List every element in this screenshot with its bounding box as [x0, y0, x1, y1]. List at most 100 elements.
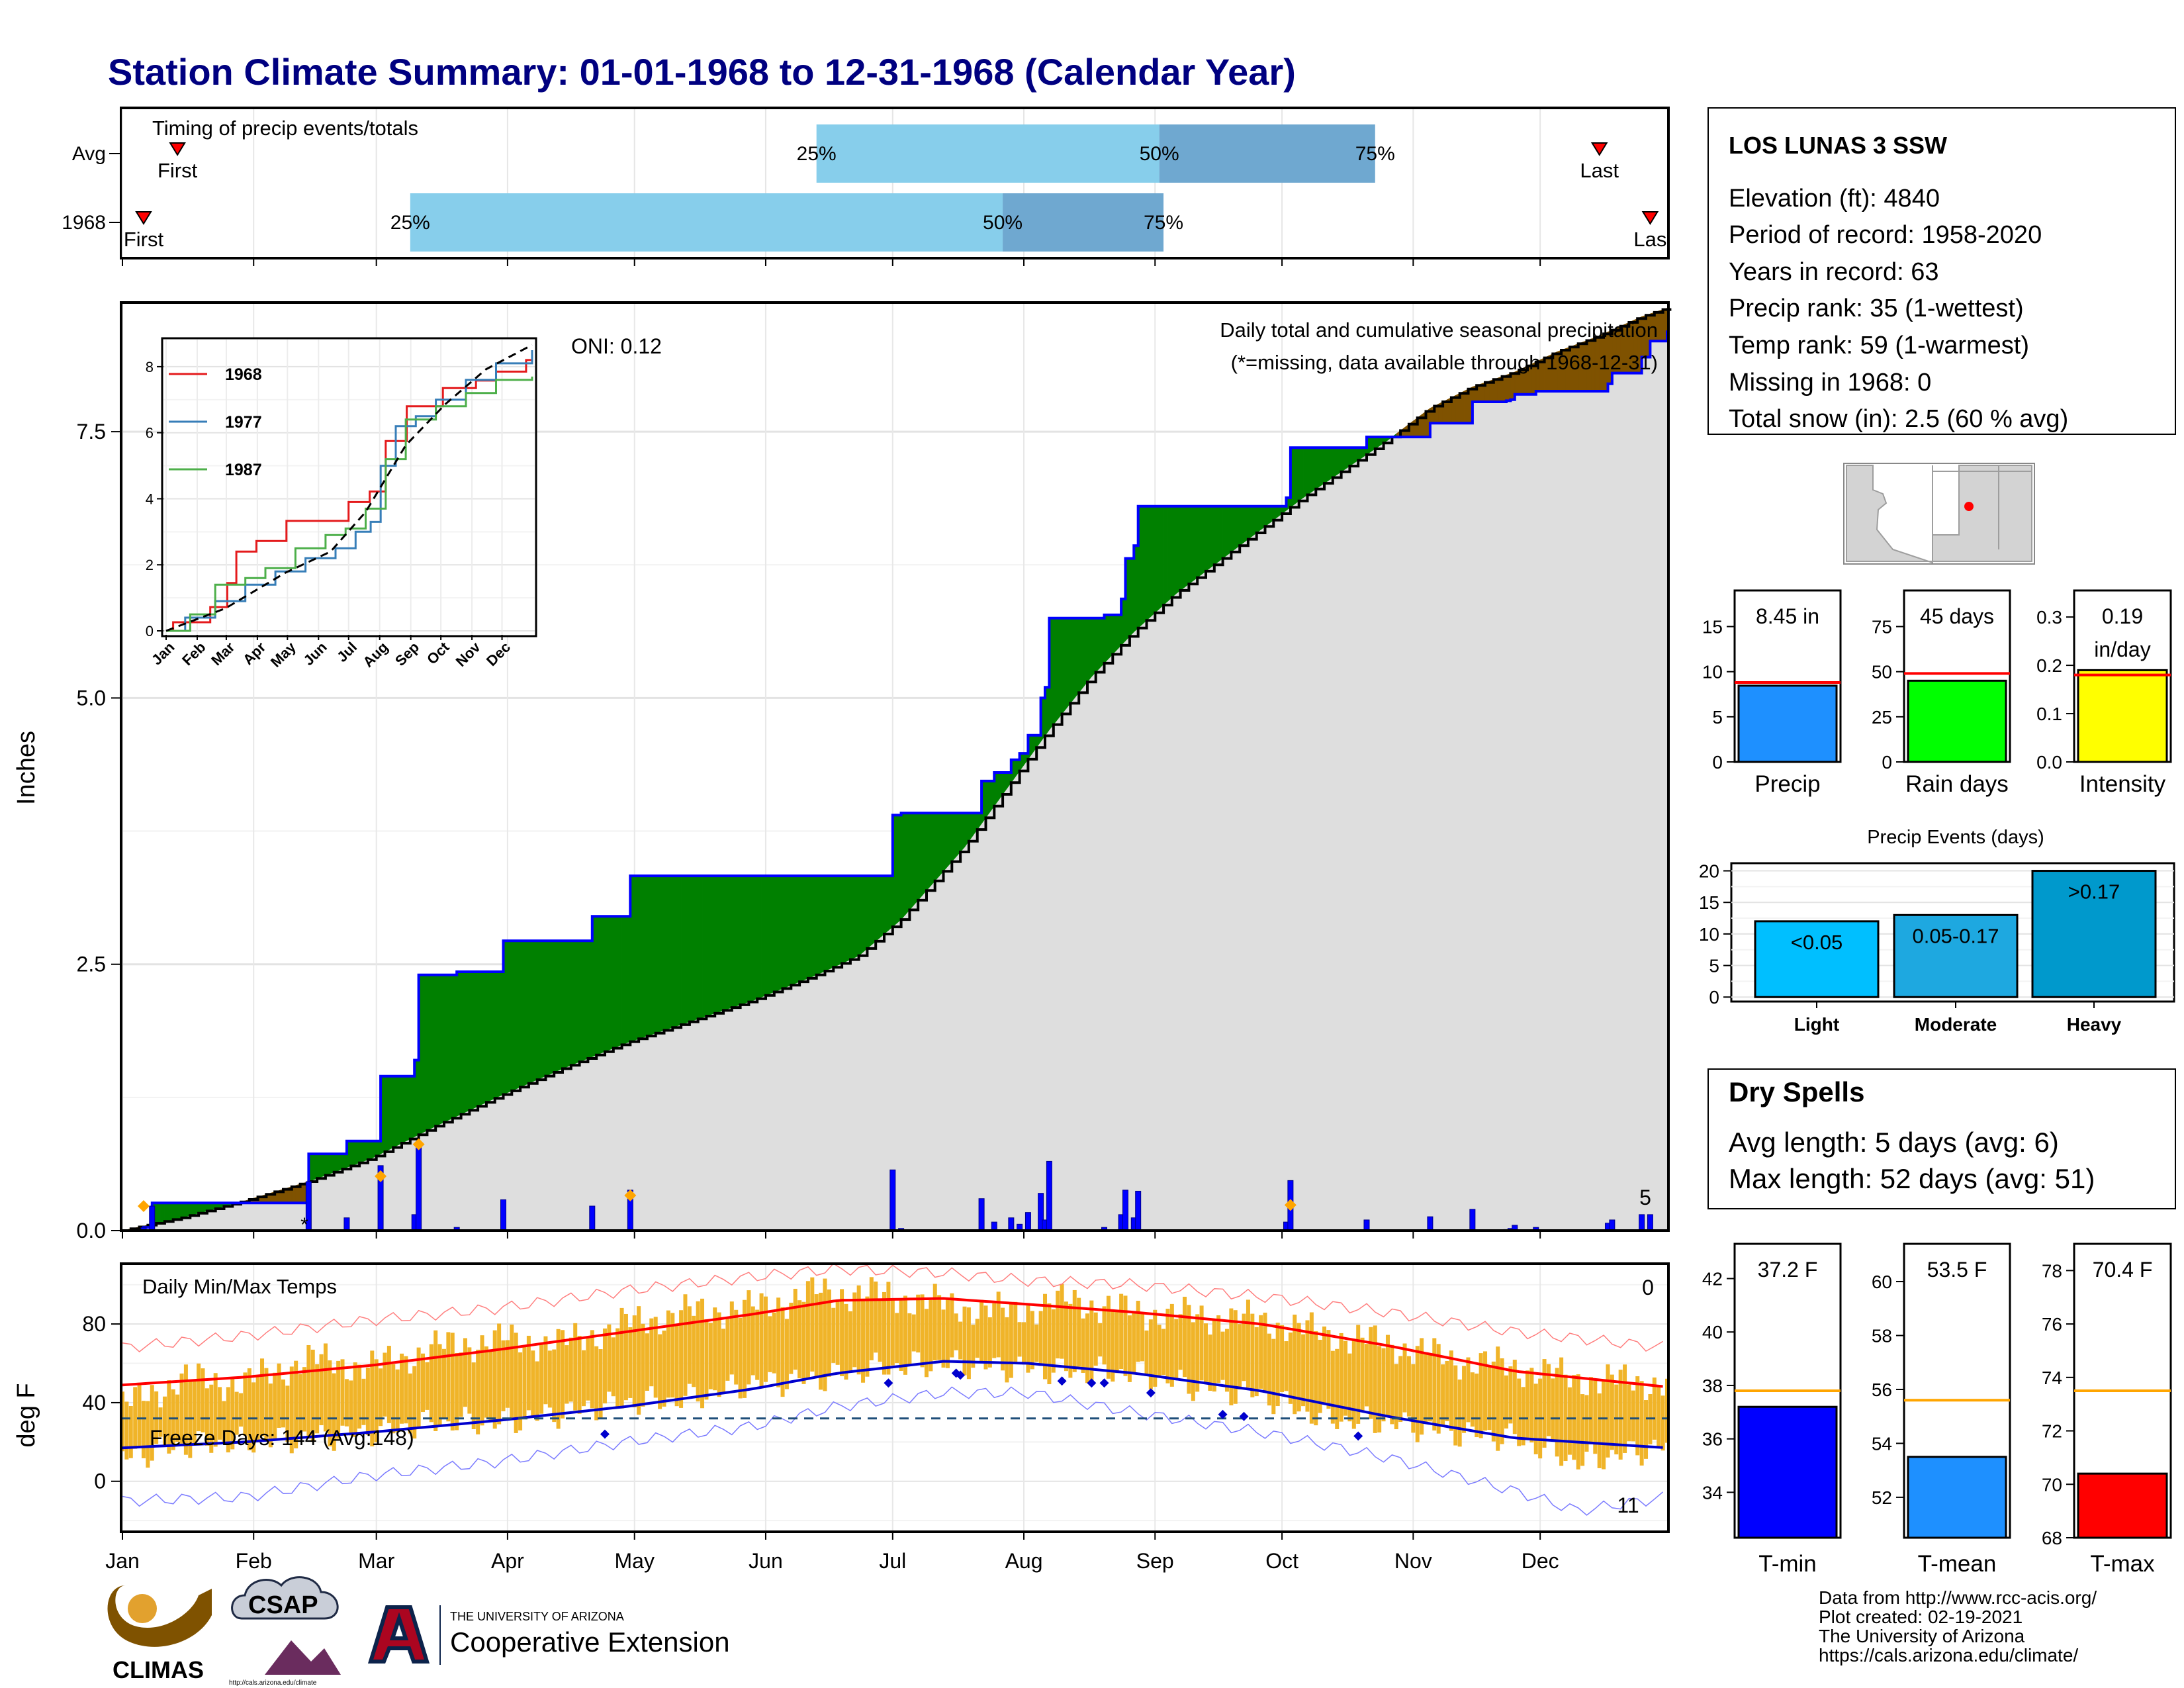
daily-temp-bar [505, 1340, 510, 1408]
above-normal-fill [668, 875, 673, 1029]
timing-q75-label: 75% [1355, 143, 1395, 165]
daily-temp-bar [1305, 1320, 1310, 1412]
above-normal-fill [1087, 618, 1092, 683]
daily-temp-bar [319, 1354, 324, 1426]
small-chart-ytick-label: 25 [1872, 707, 1892, 727]
small-chart-ytick-label: 78 [2042, 1260, 2062, 1281]
normal-cumulative-area [122, 308, 1667, 1231]
precip-axes: 0.0 2.5 5.0 7.5 [77, 420, 1541, 1243]
above-normal-fill [351, 1141, 355, 1166]
daily-temp-bar [1381, 1348, 1386, 1422]
daily-temp-bar [209, 1384, 214, 1453]
above-normal-fill [854, 875, 859, 959]
daily-temp-bar [230, 1377, 235, 1450]
daily-temp-bar [1174, 1319, 1179, 1378]
record-low-marker [884, 1378, 893, 1388]
above-normal-fill [735, 875, 741, 1007]
daily-temp-bar [1330, 1350, 1335, 1424]
daily-temp-bar [679, 1310, 684, 1408]
temp-ytick-label: 0 [94, 1470, 106, 1493]
events-ytick-label: 10 [1699, 924, 1719, 945]
inset-xtick-label: Jul [334, 639, 360, 665]
daily-temp-bar [289, 1366, 294, 1454]
daily-temp-bar [1242, 1313, 1246, 1382]
temp-ytick-label: 80 [82, 1312, 106, 1336]
normal-tmin-line [122, 1360, 1663, 1450]
daily-temp-bar [1013, 1301, 1018, 1363]
above-normal-fill [1210, 506, 1215, 569]
above-normal-fill [820, 875, 825, 974]
daily-temp-bar [1275, 1323, 1280, 1407]
daily-temp-bar [1618, 1370, 1623, 1460]
daily-temp-bar [1238, 1324, 1242, 1390]
daily-temp-bar [459, 1352, 463, 1417]
daily-record-marker [624, 1189, 637, 1201]
small-chart-ytick-label: 40 [1702, 1322, 1723, 1342]
daily-temp-bar [1517, 1378, 1522, 1446]
daily-temp-bar [412, 1366, 417, 1439]
above-normal-fill [693, 875, 698, 1021]
daily-temp-bar [899, 1300, 903, 1371]
daily-temp-bar [1436, 1344, 1441, 1434]
daily-temp-bar [1551, 1378, 1555, 1440]
temp-bottom-right-count: 11 [1617, 1493, 1639, 1517]
daily-temp-bar [835, 1299, 840, 1365]
daily-temp-bar [700, 1298, 705, 1409]
small-chart-bar-tmax_mean [2077, 1472, 2168, 1539]
daily-temp-bar [1373, 1325, 1377, 1433]
daily-temp-bar [255, 1375, 260, 1443]
daily-temp-bar [1098, 1323, 1103, 1357]
daily-temp-bar [1462, 1366, 1467, 1433]
daily-temp-bar [1115, 1312, 1119, 1374]
daily-temp-bar [1106, 1295, 1111, 1379]
daily-temp-bar [1402, 1343, 1407, 1413]
events-ytick-label: 20 [1699, 861, 1719, 882]
above-normal-fill [655, 875, 660, 1034]
above-normal-fill [807, 875, 813, 979]
above-normal-fill [761, 875, 766, 998]
daily-temp-bar [1479, 1353, 1483, 1438]
daily-temp-bar [1267, 1333, 1271, 1406]
above-normal-fill [477, 971, 482, 1107]
daily-temp-bar [1369, 1327, 1373, 1419]
above-normal-fill [190, 1202, 195, 1216]
daily-temp-bar [552, 1349, 557, 1423]
daily-temp-bar [1280, 1325, 1285, 1392]
small-chart-ytick-label: 50 [1872, 662, 1892, 682]
small-chart-ytick-label: 74 [2042, 1368, 2062, 1388]
record-low-marker [1353, 1431, 1363, 1441]
daily-temp-bar [247, 1368, 251, 1450]
precip-chart-title: Daily total and cumulative seasonal prec… [1220, 318, 1658, 342]
above-normal-fill [1205, 506, 1210, 572]
precip-panel-frame [120, 301, 1670, 1232]
daily-temp-bar [1428, 1354, 1432, 1422]
station-missing: Missing in 1968: 0 [1729, 369, 1931, 397]
daily-temp-bar [1254, 1327, 1259, 1397]
ua-logo: THE UNIVERSITY OF ARIZONA Cooperative Ex… [367, 1605, 730, 1665]
climas-emblem [107, 1585, 212, 1647]
daily-temp-bar [1385, 1335, 1390, 1417]
daily-temp-bar [1047, 1303, 1052, 1385]
daily-temp-bar [780, 1307, 785, 1397]
daily-temp-bar [1657, 1385, 1661, 1447]
daily-temp-bar [158, 1407, 163, 1437]
above-normal-fill [778, 875, 783, 991]
events-ytick-label: 0 [1709, 987, 1719, 1008]
month-label: Sep [1136, 1549, 1174, 1573]
daily-temp-bar [958, 1321, 963, 1360]
daily-temp-bar [819, 1292, 823, 1390]
daily-temp-bar [602, 1328, 607, 1404]
timing-first-marker [169, 142, 186, 156]
daily-temp-bar [471, 1362, 476, 1429]
daily-temp-bar [1406, 1356, 1411, 1417]
small-chart-value-label: 53.5 F [1927, 1258, 1987, 1282]
daily-temp-bar [167, 1380, 171, 1454]
daily-precip-bar [978, 1198, 985, 1231]
above-normal-fill [1328, 447, 1334, 481]
daily-temp-bar [844, 1303, 848, 1380]
daily-precip-bar [416, 1145, 422, 1231]
daily-temp-bar [1216, 1315, 1221, 1383]
daily-temp-bar [565, 1345, 569, 1404]
small-chart-ytick-label: 54 [1872, 1433, 1892, 1454]
